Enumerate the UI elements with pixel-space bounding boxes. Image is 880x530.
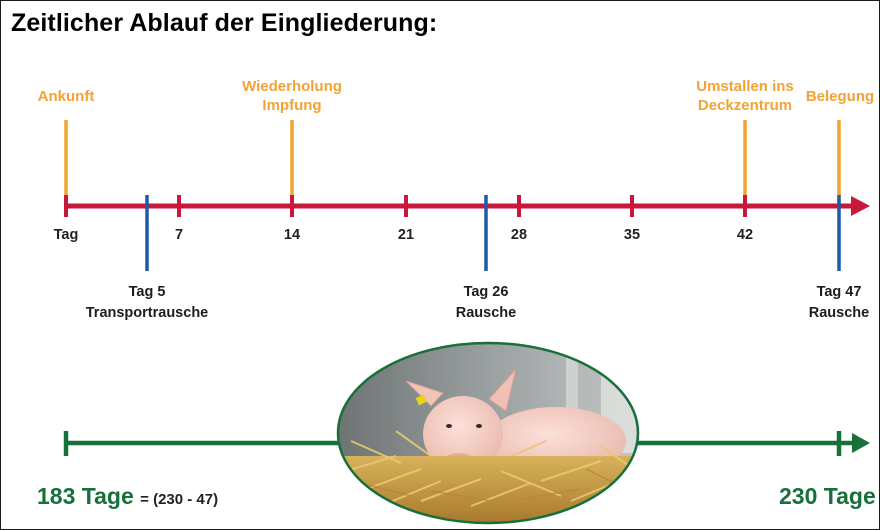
tick-label-28: 28 bbox=[510, 227, 528, 243]
label-impfung-line1: Wiederholung bbox=[242, 78, 342, 95]
tick-label-35: 35 bbox=[623, 227, 641, 243]
label-tag26-line2: Rausche bbox=[455, 305, 517, 321]
label-belegung: Belegung bbox=[805, 88, 875, 105]
tick-label-7: 7 bbox=[174, 227, 184, 243]
label-tag47: Tag 47 Rausche bbox=[801, 282, 877, 324]
label-impfung-line2: Impfung bbox=[262, 97, 322, 114]
label-tag47-line2: Rausche bbox=[808, 305, 870, 321]
left-formula: = (230 - 47) bbox=[140, 491, 219, 508]
tick-label-42: 42 bbox=[736, 227, 754, 243]
left-duration: 183 Tage = (230 - 47) bbox=[37, 483, 218, 510]
label-tag5: Tag 5 Transportrausche bbox=[77, 282, 217, 324]
green-arrowhead-icon bbox=[852, 433, 870, 453]
label-ankunft: Ankunft bbox=[37, 88, 95, 105]
tick-label-21: 21 bbox=[397, 227, 415, 243]
label-tag47-line1: Tag 47 bbox=[816, 284, 862, 300]
label-tag26: Tag 26 Rausche bbox=[436, 282, 536, 324]
right-days: 230 Tage bbox=[779, 483, 876, 509]
label-tag5-line1: Tag 5 bbox=[128, 284, 166, 300]
left-days: 183 Tage bbox=[37, 483, 134, 509]
label-tag5-line2: Transportrausche bbox=[85, 305, 209, 321]
label-umstallen: Umstallen ins Deckzentrum bbox=[685, 77, 805, 115]
timeline-arrowhead-icon bbox=[851, 196, 870, 216]
label-umstallen-line2: Deckzentrum bbox=[697, 97, 793, 114]
tick-label-start: Tag bbox=[53, 227, 79, 243]
label-impfung: Wiederholung Impfung bbox=[232, 77, 352, 115]
pig-photo bbox=[336, 341, 640, 525]
tick-label-14: 14 bbox=[283, 227, 301, 243]
page-title: Zeitlicher Ablauf der Eingliederung: bbox=[11, 9, 438, 37]
label-tag26-line1: Tag 26 bbox=[463, 284, 509, 300]
label-umstallen-line1: Umstallen ins bbox=[696, 78, 794, 95]
